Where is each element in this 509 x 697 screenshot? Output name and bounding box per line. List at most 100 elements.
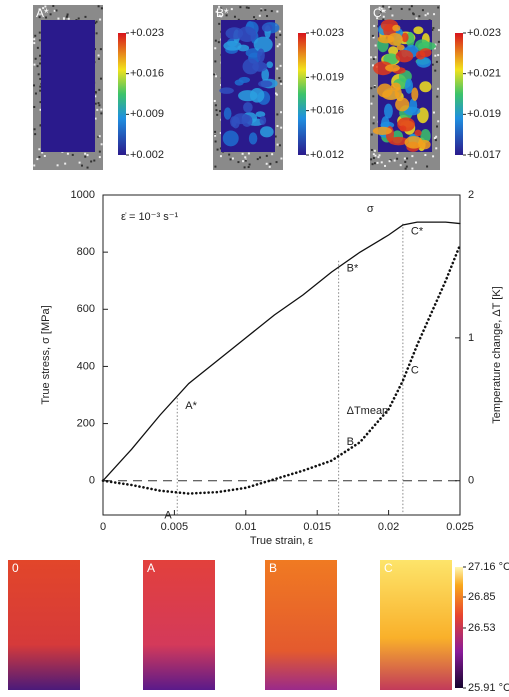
x-tick-label: 0	[100, 521, 106, 533]
speckle	[36, 65, 39, 68]
colorbar	[455, 33, 463, 155]
speckle	[276, 125, 279, 128]
speckle	[237, 18, 240, 21]
y-tick-label: 800	[77, 246, 95, 258]
speckle	[434, 54, 437, 57]
strain-blob	[413, 26, 424, 35]
speckle	[97, 57, 100, 60]
speckle	[214, 140, 217, 143]
strain-blob	[261, 68, 270, 82]
strain-blob	[420, 128, 431, 143]
strain-blob	[255, 111, 266, 118]
speckle	[378, 6, 381, 9]
speckle	[381, 10, 384, 13]
colorbar-label: +0.019	[467, 108, 501, 120]
speckle	[437, 6, 440, 9]
strain-blob	[259, 115, 267, 125]
speckle	[424, 14, 427, 17]
speckle	[97, 54, 100, 57]
speckle	[404, 160, 407, 163]
speckle	[247, 152, 250, 155]
speckle	[437, 29, 440, 32]
speckle	[370, 87, 373, 90]
speckle	[55, 9, 58, 12]
speckle	[233, 15, 236, 18]
speckle	[94, 22, 97, 25]
speckle	[86, 166, 89, 169]
speckle	[280, 82, 283, 85]
colorbar-label: +0.017	[467, 149, 501, 161]
strain-blob	[403, 106, 421, 116]
speckle	[276, 67, 279, 70]
speckle	[372, 58, 375, 61]
speckle	[278, 144, 281, 147]
annotation-label: C	[411, 365, 419, 377]
strain-blob	[404, 136, 424, 149]
speckle	[245, 6, 248, 9]
strain-blob	[404, 78, 414, 94]
speckle	[276, 113, 279, 116]
annotation-label: B*	[347, 263, 359, 275]
speckle	[373, 149, 376, 152]
strain-blob	[395, 49, 414, 63]
speckle	[213, 99, 216, 102]
speckle	[215, 75, 218, 78]
speckle	[99, 48, 102, 51]
series-label: σ	[367, 203, 374, 215]
speckle	[380, 161, 383, 164]
speckle	[98, 88, 101, 91]
strain-blob	[257, 48, 265, 63]
speckle	[372, 153, 375, 156]
speckle	[94, 102, 97, 105]
speckle	[280, 157, 283, 160]
series-line	[101, 243, 462, 495]
speckle	[218, 14, 221, 17]
strain-blob	[388, 46, 399, 56]
speckle	[33, 164, 36, 167]
speckle	[214, 39, 217, 42]
speckle	[278, 30, 281, 33]
speckle	[265, 162, 268, 165]
speckle	[39, 54, 42, 57]
speckle	[378, 14, 381, 17]
speckle	[52, 5, 55, 8]
speckle	[94, 91, 97, 94]
speckle	[64, 162, 67, 165]
colorbar-label: +0.009	[130, 108, 164, 120]
speckle	[39, 124, 42, 127]
speckle	[34, 57, 37, 60]
strain-blob	[248, 132, 258, 145]
strain-blob	[411, 87, 419, 101]
strain-blob	[388, 136, 409, 146]
colorbar-label: 26.85	[468, 591, 496, 603]
panel-label: B*	[216, 6, 229, 20]
speckle	[219, 131, 222, 134]
speckle	[276, 10, 279, 13]
speckle	[374, 44, 377, 47]
strain-blob	[414, 129, 422, 137]
speckle	[400, 7, 403, 10]
speckle	[33, 38, 36, 41]
speckle	[241, 152, 244, 155]
speckle	[100, 143, 103, 146]
strain-blob	[373, 61, 394, 76]
y-tick-label: 400	[77, 360, 95, 372]
colorbar-label: +0.021	[467, 68, 501, 80]
speckle	[66, 13, 69, 16]
speckle	[219, 147, 222, 150]
speckle	[435, 135, 438, 138]
speckle	[71, 153, 74, 156]
thermal-image	[8, 560, 80, 690]
speckle	[372, 36, 375, 39]
y2-tick-label: 0	[468, 475, 474, 487]
speckle	[33, 105, 36, 108]
speckle	[276, 143, 279, 146]
speckle	[99, 18, 102, 21]
speckle	[37, 73, 40, 76]
speckle	[280, 126, 283, 129]
speckle	[98, 135, 101, 138]
speckle	[275, 36, 278, 39]
speckle	[371, 163, 374, 166]
thermal-image	[143, 560, 215, 690]
